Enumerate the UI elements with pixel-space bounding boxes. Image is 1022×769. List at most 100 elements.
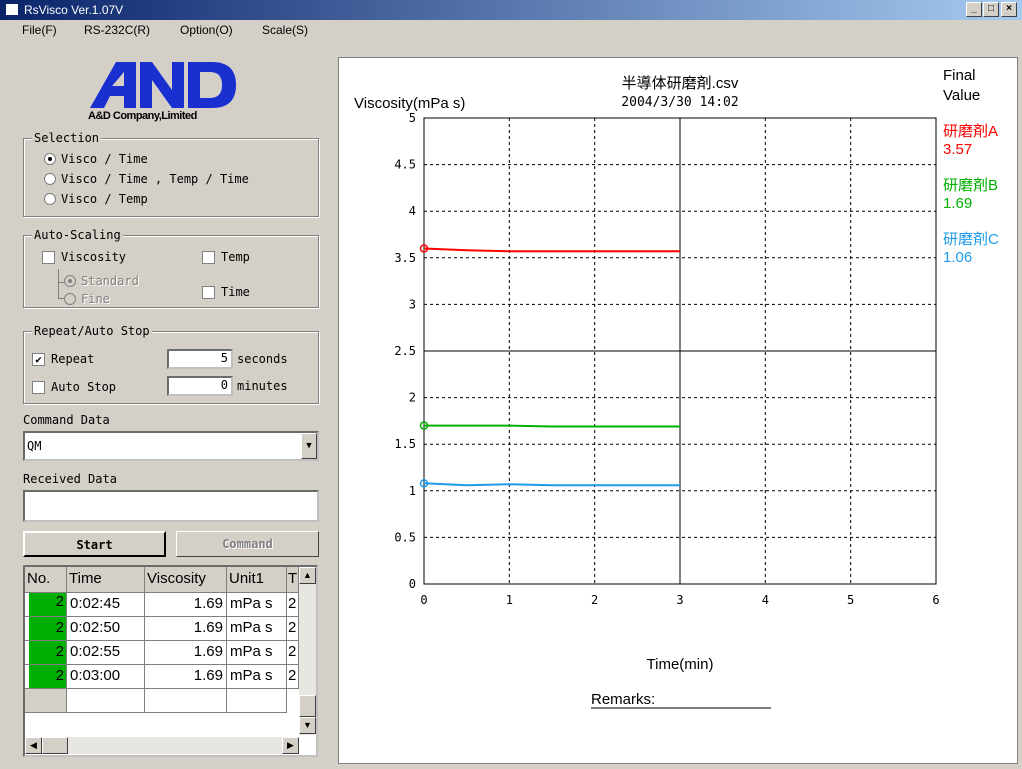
table-cell[interactable]: 1.69: [145, 641, 227, 665]
radio-visco-temp[interactable]: Visco / Temp: [44, 192, 148, 206]
checkbox-box[interactable]: [202, 250, 215, 264]
legend-series-name-1: 研磨剤B: [943, 177, 998, 194]
scroll-up-icon[interactable]: ▲: [299, 567, 316, 584]
column-header-time[interactable]: Time: [67, 567, 145, 593]
scroll-right-icon[interactable]: ▶: [282, 737, 299, 754]
y-tick-label: 3: [409, 297, 416, 311]
column-header-unit1[interactable]: Unit1: [227, 567, 287, 593]
scroll-down-icon[interactable]: ▼: [299, 717, 316, 734]
checkbox-box[interactable]: ✔: [32, 352, 45, 366]
radio-visco-time-label: Visco / Time: [61, 152, 148, 166]
selection-label: Selection: [32, 131, 102, 145]
checkbox-auto-stop[interactable]: Auto Stop: [32, 380, 116, 394]
autoscaling-group: Auto-Scaling Viscosity Temp Standard Fin…: [23, 228, 319, 308]
radio-fine[interactable]: Fine: [64, 292, 110, 306]
plot-frame: [423, 117, 937, 585]
radio-indicator[interactable]: [44, 193, 56, 205]
radio-standard[interactable]: Standard: [64, 274, 139, 288]
row-marker-cell[interactable]: 2: [25, 641, 67, 665]
vertical-scrollbar[interactable]: ▲ ▼: [299, 567, 316, 735]
title-bar[interactable]: RsVisco Ver.1.07V _ □ ×: [0, 0, 1022, 20]
y-tick-label: 0.5: [394, 530, 416, 544]
table-cell[interactable]: mPa s: [227, 593, 287, 617]
radio-indicator[interactable]: [44, 173, 56, 185]
column-header-viscosity[interactable]: Viscosity: [145, 567, 227, 593]
series-start-marker-1: [419, 421, 429, 430]
radio-visco-temp-label: Visco / Temp: [61, 192, 148, 206]
table-cell[interactable]: mPa s: [227, 617, 287, 641]
command-data-select[interactable]: QM ▼: [23, 431, 319, 461]
scroll-left-icon[interactable]: ◀: [25, 737, 42, 754]
row-marker-cell[interactable]: 2: [25, 593, 67, 617]
series-start-marker-2: [419, 479, 429, 488]
checkbox-box[interactable]: [202, 285, 215, 299]
radio-indicator[interactable]: [44, 153, 56, 165]
table-cell[interactable]: 1.69: [145, 617, 227, 641]
final-value-label-line2: Value: [943, 87, 980, 104]
column-header-t[interactable]: T: [287, 567, 299, 593]
horizontal-scrollbar[interactable]: ◀ ▶: [25, 737, 299, 754]
checkbox-viscosity-label: Viscosity: [61, 250, 127, 264]
x-tick-label: 5: [847, 593, 854, 607]
row-number: 2: [29, 617, 66, 640]
data-grid[interactable]: No. Time Viscosity Unit1 T 2 0:02:45 1.6…: [23, 565, 318, 757]
y-tick-label: 2: [409, 391, 416, 405]
series-start-marker-0: [419, 244, 429, 253]
menu-file[interactable]: File(F): [22, 23, 57, 37]
row-marker-cell[interactable]: 2: [25, 617, 67, 641]
table-cell[interactable]: 2: [287, 665, 299, 689]
radio-indicator[interactable]: [64, 293, 76, 305]
minimize-button[interactable]: _: [966, 2, 982, 17]
repeat-group: Repeat/Auto Stop ✔ Repeat 5 seconds Auto …: [23, 324, 319, 404]
auto-stop-minutes-field[interactable]: 0: [167, 376, 233, 396]
y-tick-label: 2.5: [394, 344, 416, 358]
column-header-no[interactable]: No.: [25, 567, 67, 593]
app-icon: [5, 3, 19, 16]
scroll-thumb[interactable]: [299, 695, 316, 717]
table-cell[interactable]: mPa s: [227, 641, 287, 665]
legend-series-name-0: 研磨剤A: [943, 123, 998, 140]
menu-rs232c[interactable]: RS-232C(R): [84, 23, 151, 37]
table-cell[interactable]: [227, 689, 287, 713]
series-line-0: [423, 247, 680, 253]
radio-visco-time[interactable]: Visco / Time: [44, 152, 148, 166]
table-cell[interactable]: 0:03:00: [67, 665, 145, 689]
maximize-button[interactable]: □: [983, 2, 999, 17]
table-cell[interactable]: 0:02:55: [67, 641, 145, 665]
table-cell[interactable]: [67, 689, 145, 713]
y-tick-label: 4: [409, 204, 416, 218]
row-marker-cell[interactable]: 2: [25, 665, 67, 689]
table-cell[interactable]: mPa s: [227, 665, 287, 689]
table-cell[interactable]: 1.69: [145, 593, 227, 617]
close-button[interactable]: ×: [1001, 2, 1017, 17]
menu-option[interactable]: Option(O): [180, 23, 233, 37]
checkbox-box[interactable]: [42, 250, 55, 264]
table-cell[interactable]: 2: [287, 641, 299, 665]
legend-series-name-2: 研磨剤C: [943, 231, 999, 248]
table-cell[interactable]: [145, 689, 227, 713]
checkbox-time-label: Time: [221, 285, 250, 299]
checkbox-temp[interactable]: Temp: [202, 250, 250, 264]
table-cell[interactable]: 1.69: [145, 665, 227, 689]
scroll-thumb[interactable]: [42, 737, 68, 754]
radio-visco-time-temp-time[interactable]: Visco / Time , Temp / Time: [44, 172, 249, 186]
radio-fine-label: Fine: [81, 292, 110, 306]
checkbox-repeat-label: Repeat: [51, 352, 95, 366]
menu-scale[interactable]: Scale(S): [262, 23, 309, 37]
checkbox-box[interactable]: [32, 380, 45, 394]
table-cell[interactable]: 0:02:45: [67, 593, 145, 617]
remarks-label: Remarks:: [591, 691, 655, 708]
repeat-seconds-field[interactable]: 5: [167, 349, 233, 369]
checkbox-repeat[interactable]: ✔ Repeat: [32, 352, 94, 366]
table-cell[interactable]: 2: [287, 617, 299, 641]
table-cell[interactable]: 0:02:50: [67, 617, 145, 641]
table-cell[interactable]: 2: [287, 593, 299, 617]
radio-indicator[interactable]: [64, 275, 76, 287]
received-data-field[interactable]: [23, 490, 319, 522]
checkbox-time[interactable]: Time: [202, 285, 250, 299]
chevron-down-icon[interactable]: ▼: [301, 433, 317, 459]
command-button[interactable]: Command: [176, 531, 319, 557]
checkbox-viscosity[interactable]: Viscosity: [42, 250, 126, 264]
checkbox-temp-label: Temp: [221, 250, 250, 264]
start-button[interactable]: Start: [23, 531, 166, 557]
